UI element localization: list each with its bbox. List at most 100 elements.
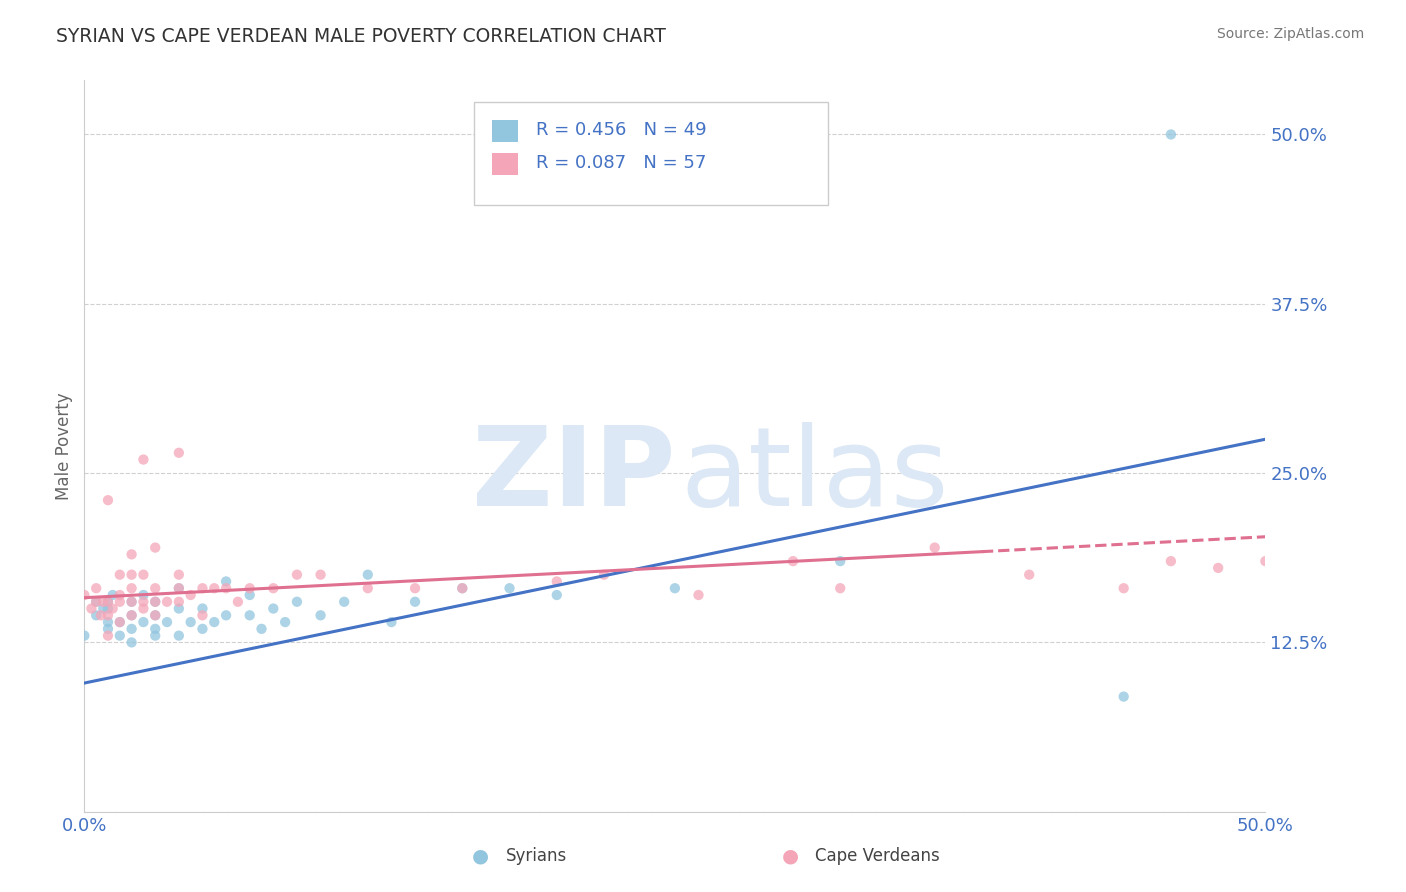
Point [546,588,568,602]
Point [108,567,131,582]
Point [333,595,356,609]
Point [80,601,103,615]
Point [143,541,166,555]
Point [262,581,284,595]
Point [202,581,225,595]
Text: R = 0.087   N = 57: R = 0.087 N = 57 [536,154,706,172]
Point [143,622,166,636]
Point [143,595,166,609]
Point [108,615,131,629]
Point [593,567,616,582]
Point [451,581,474,595]
Point [97,595,120,609]
Point [191,601,214,615]
Point [191,608,214,623]
Point [180,588,202,602]
Text: ZIP: ZIP [471,422,675,529]
Point [97,601,120,615]
FancyBboxPatch shape [492,120,517,143]
Point [143,581,166,595]
Point [1254,554,1277,568]
Point [84,608,107,623]
Text: R = 0.456   N = 49: R = 0.456 N = 49 [536,121,706,139]
Text: Syrians: Syrians [506,847,568,865]
Point [830,581,852,595]
Point [167,446,190,460]
Point [924,541,946,555]
Point [143,608,166,623]
Point [1160,554,1182,568]
FancyBboxPatch shape [492,153,517,176]
Point [226,595,249,609]
Point [498,581,520,595]
Point [121,567,143,582]
Point [782,554,804,568]
Point [309,608,332,623]
Point [239,608,262,623]
Point [180,615,202,629]
Point [285,595,308,609]
Point [108,588,131,602]
Point [250,622,273,636]
Point [121,622,143,636]
Point [132,615,155,629]
Point [121,608,143,623]
Point [1112,581,1135,595]
Point [132,601,155,615]
Point [108,615,131,629]
Point [132,595,155,609]
Point [1206,561,1229,575]
Point [97,595,120,609]
Point [108,629,131,643]
Point [143,608,166,623]
FancyBboxPatch shape [474,103,828,204]
Point [97,615,120,629]
Y-axis label: Male Poverty: Male Poverty [55,392,73,500]
Point [91,595,114,609]
Point [191,622,214,636]
Text: atlas: atlas [681,422,949,529]
Point [262,601,284,615]
Point [121,608,143,623]
Point [108,595,131,609]
Point [101,588,124,602]
Point [239,588,262,602]
Point [97,608,120,623]
Point [1160,128,1182,142]
Point [167,581,190,595]
Point [202,615,225,629]
Point [404,581,426,595]
Point [121,635,143,649]
Point [156,615,179,629]
Point [404,595,426,609]
Point [274,615,297,629]
Point [156,595,179,609]
Point [97,493,120,508]
Point [167,567,190,582]
Point [84,581,107,595]
Point [664,581,686,595]
Text: ●: ● [782,847,799,866]
Point [215,608,238,623]
Text: SYRIAN VS CAPE VERDEAN MALE POVERTY CORRELATION CHART: SYRIAN VS CAPE VERDEAN MALE POVERTY CORR… [56,27,666,45]
Point [143,629,166,643]
Point [121,581,143,595]
Point [285,567,308,582]
Point [132,452,155,467]
Point [167,601,190,615]
Point [84,595,107,609]
Point [546,574,568,589]
Point [167,595,190,609]
Point [1018,567,1040,582]
Point [309,567,332,582]
Point [121,595,143,609]
Point [215,581,238,595]
Point [143,595,166,609]
Point [132,567,155,582]
Point [97,622,120,636]
Point [191,581,214,595]
Point [688,588,710,602]
Point [357,581,380,595]
Point [132,588,155,602]
Point [101,601,124,615]
